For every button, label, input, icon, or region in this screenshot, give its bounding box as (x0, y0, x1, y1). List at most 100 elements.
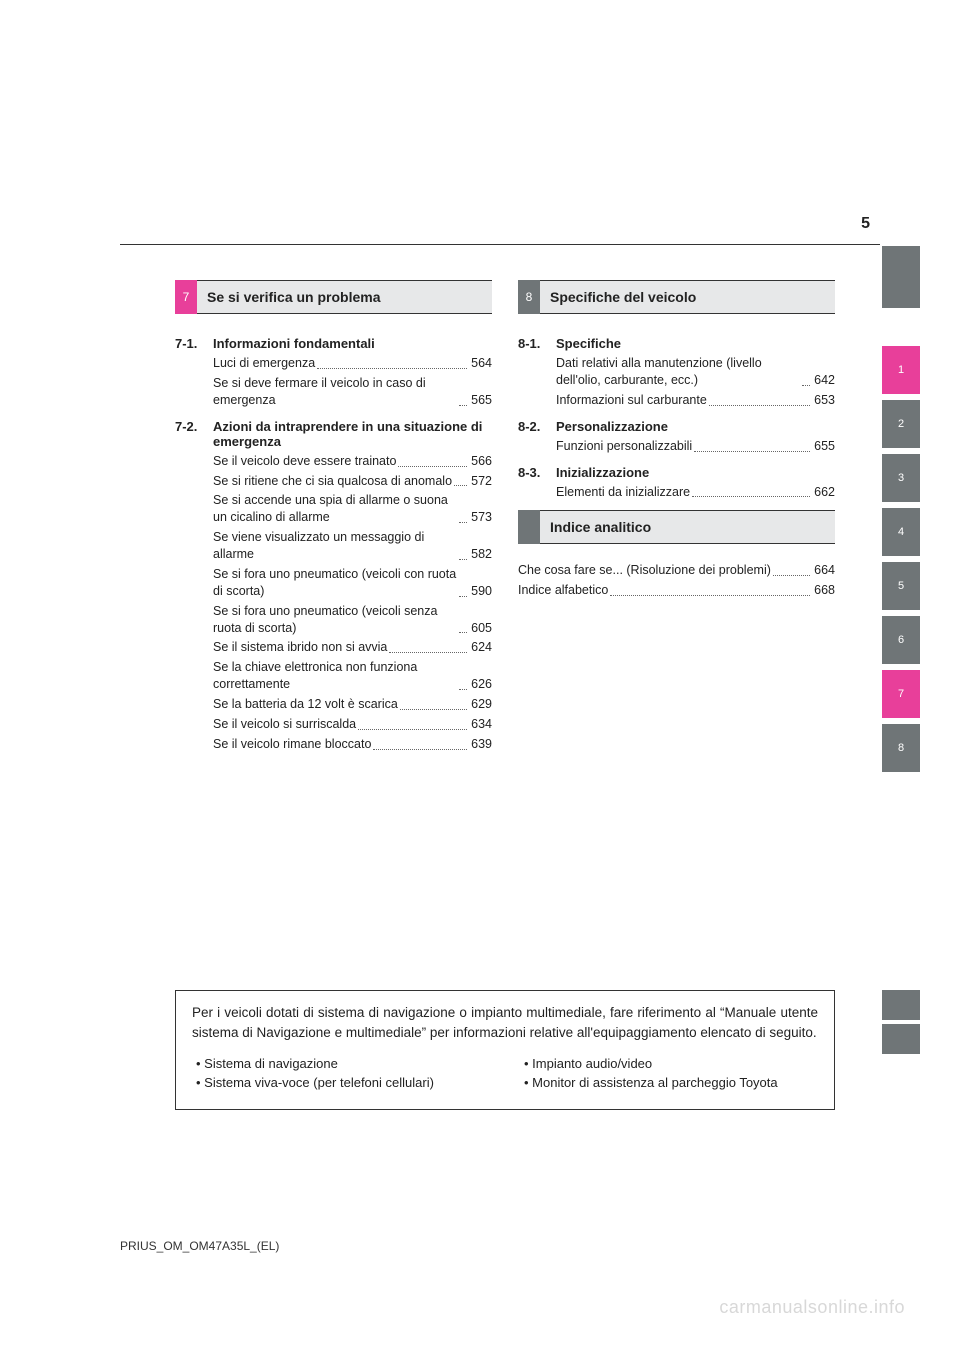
leader-dots (802, 385, 810, 386)
toc-subsection-number: 8-2. (518, 419, 546, 434)
toc-subsection-title: Personalizzazione (556, 419, 835, 434)
leader-dots (389, 652, 467, 653)
note-list-item: • Sistema viva-voce (per telefoni cellul… (192, 1073, 490, 1093)
leader-dots (459, 596, 467, 597)
side-tab-4[interactable]: 4 (882, 508, 920, 556)
toc-entry[interactable]: Se si deve fermare il veicolo in caso di… (213, 375, 492, 409)
toc-entry-page: 653 (814, 392, 835, 409)
toc-entry[interactable]: Se la batteria da 12 volt è scarica 629 (213, 696, 492, 713)
toc-entry-text: Se il sistema ibrido non si avvia (213, 639, 387, 656)
section-7-title: Se si verifica un problema (197, 280, 492, 314)
leader-dots (358, 729, 467, 730)
side-tab-6[interactable]: 6 (882, 616, 920, 664)
toc-entry-page: 564 (471, 355, 492, 372)
toc-entry[interactable]: Se il veicolo deve essere trainato 566 (213, 453, 492, 470)
side-tab-7[interactable]: 7 (882, 670, 920, 718)
toc-entry[interactable]: Se il veicolo rimane bloccato 639 (213, 736, 492, 753)
toc-subsection-title: Informazioni fondamentali (213, 336, 492, 351)
leader-dots (610, 595, 810, 596)
leader-dots (459, 689, 467, 690)
toc-subsection-title: Azioni da intraprendere in una situazion… (213, 419, 492, 449)
leader-dots (773, 575, 810, 576)
toc-entry-text: Se la batteria da 12 volt è scarica (213, 696, 398, 713)
toc-entry-page: 655 (814, 438, 835, 455)
leader-dots (459, 522, 467, 523)
toc-entry-page: 642 (814, 372, 835, 389)
toc-entry[interactable]: Elementi da inizializzare662 (556, 484, 835, 501)
section-7-header: 7 Se si verifica un problema (175, 280, 492, 314)
toc-entry-text: Dati relativi alla manutenzione (livello… (556, 355, 800, 389)
toc-subsection-number: 8-1. (518, 336, 546, 351)
toc-entry-text: Informazioni sul carburante (556, 392, 707, 409)
leader-dots (398, 466, 467, 467)
toc-entry[interactable]: Se il veicolo si surriscalda634 (213, 716, 492, 733)
toc-subsection: 7-2. Azioni da intraprendere in una situa… (175, 419, 492, 753)
toc-entry-page: 590 (471, 583, 492, 600)
toc-entry[interactable]: Indice alfabetico668 (518, 582, 835, 599)
note-list-left: • Sistema di navigazione• Sistema viva-v… (192, 1054, 490, 1093)
toc-entries: Elementi da inizializzare662 (518, 484, 835, 501)
column-right: 8 Specifiche del veicolo 8-1.SpecificheD… (518, 280, 835, 763)
toc-entry-text: Se il veicolo deve essere trainato (213, 453, 396, 470)
toc-entry-page: 668 (814, 582, 835, 599)
toc-entry-text: Funzioni personalizzabili (556, 438, 692, 455)
toc-subsection-number: 7-2. (175, 419, 203, 449)
side-tab-5[interactable]: 5 (882, 562, 920, 610)
leader-dots (709, 405, 810, 406)
index-title: Indice analitico (540, 510, 835, 544)
side-tab-3[interactable]: 3 (882, 454, 920, 502)
toc-entry-text: Se il veicolo si surriscalda (213, 716, 356, 733)
toc-entries: Se il veicolo deve essere trainato566Se … (175, 453, 492, 753)
side-tab-2[interactable]: 2 (882, 400, 920, 448)
toc-subsection-head: 7-2. Azioni da intraprendere in una situa… (175, 419, 492, 449)
toc-entry[interactable]: Se si fora uno pneumatico (veicoli con r… (213, 566, 492, 600)
leader-dots (692, 496, 810, 497)
note-list-item: • Impianto audio/video (520, 1054, 818, 1074)
side-tab-1[interactable]: 1 (882, 346, 920, 394)
note-list-right: • Impianto audio/video• Monitor di assis… (520, 1054, 818, 1093)
side-tabs-bottom (882, 990, 920, 1054)
side-tab-8[interactable]: 8 (882, 724, 920, 772)
index-tab (518, 510, 540, 544)
index-header: Indice analitico (518, 510, 835, 544)
toc-entry-text: Se si fora uno pneumatico (veicoli con r… (213, 566, 457, 600)
toc-entry-text: Se viene visualizzato un messaggio di al… (213, 529, 457, 563)
toc-entry-page: 626 (471, 676, 492, 693)
side-tab-blank-bottom-1 (882, 990, 920, 1020)
leader-dots (400, 709, 467, 710)
toc-entry-text: Se la chiave elettronica non funziona co… (213, 659, 457, 693)
toc-entry-text: Che cosa fare se... (Risoluzione dei pro… (518, 562, 771, 579)
toc-entry[interactable]: Che cosa fare se... (Risoluzione dei pro… (518, 562, 835, 579)
toc-entry[interactable]: Se si fora uno pneumatico (veicoli senza… (213, 603, 492, 637)
toc-entry[interactable]: Se viene visualizzato un messaggio di al… (213, 529, 492, 563)
leader-dots (454, 485, 467, 486)
section-8-title: Specifiche del veicolo (540, 280, 835, 314)
toc-entry-text: Luci di emergenza (213, 355, 315, 372)
toc-entry[interactable]: Informazioni sul carburante 653 (556, 392, 835, 409)
toc-entry-page: 639 (471, 736, 492, 753)
toc-entry[interactable]: Funzioni personalizzabili 655 (556, 438, 835, 455)
toc-entry-text: Se si accende una spia di allarme o suon… (213, 492, 457, 526)
divider-top (120, 244, 880, 245)
toc-entry[interactable]: Se si ritiene che ci sia qualcosa di ano… (213, 473, 492, 490)
toc-entry[interactable]: Se si accende una spia di allarme o suon… (213, 492, 492, 526)
toc-entry[interactable]: Dati relativi alla manutenzione (livello… (556, 355, 835, 389)
toc-entry-page: 664 (814, 562, 835, 579)
toc-entries: Luci di emergenza 564 Se si deve fermare i… (175, 355, 492, 409)
watermark: carmanualsonline.info (719, 1297, 905, 1318)
leader-dots (459, 632, 467, 633)
toc-entry[interactable]: Se il sistema ibrido non si avvia624 (213, 639, 492, 656)
toc-entries: Funzioni personalizzabili 655 (518, 438, 835, 455)
toc-entries: Dati relativi alla manutenzione (livello… (518, 355, 835, 409)
toc-entry-page: 565 (471, 392, 492, 409)
toc-entry[interactable]: Luci di emergenza 564 (213, 355, 492, 372)
toc-entry-text: Se il veicolo rimane bloccato (213, 736, 371, 753)
toc-subsection-number: 8-3. (518, 465, 546, 480)
toc-entry-page: 629 (471, 696, 492, 713)
note-list-item: • Monitor di assistenza al parcheggio To… (520, 1073, 818, 1093)
toc-entry[interactable]: Se la chiave elettronica non funziona co… (213, 659, 492, 693)
toc-entry-page: 662 (814, 484, 835, 501)
toc-entry-page: 566 (471, 453, 492, 470)
toc-subsection-head: 8-1.Specifiche (518, 336, 835, 351)
toc-subsection-number: 7-1. (175, 336, 203, 351)
